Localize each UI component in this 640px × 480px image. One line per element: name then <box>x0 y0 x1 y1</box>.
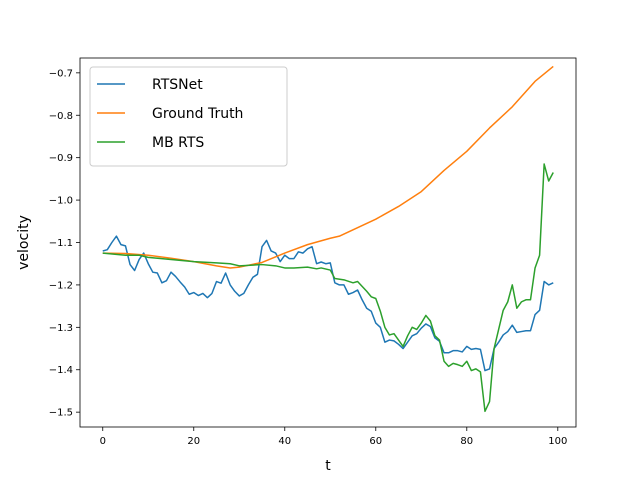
x-axis-label: t <box>325 458 331 474</box>
y-tick-label: −0.7 <box>49 68 73 79</box>
x-tick-label: 0 <box>100 436 106 447</box>
y-tick-label: −1.0 <box>49 196 73 207</box>
y-tick-label: −1.1 <box>49 238 73 249</box>
series-line-mb-rts <box>102 163 554 413</box>
x-tick-label: 100 <box>548 436 567 447</box>
legend-frame <box>89 66 288 167</box>
legend-label-mb-rts: MB RTS <box>152 135 204 151</box>
y-axis-ticks: −1.5 −1.4 −1.3 −1.2 −1.1 −1.0 −0.9 −0.8 −0.7 <box>49 68 80 419</box>
y-tick-label: −0.8 <box>49 111 73 122</box>
x-tick-label: 60 <box>369 436 382 447</box>
x-axis-ticks: 0 20 40 60 80 100 <box>100 427 567 447</box>
y-tick-label: −1.4 <box>49 365 73 376</box>
y-tick-label: −1.2 <box>49 280 73 291</box>
x-tick-label: 40 <box>278 436 291 447</box>
series-line-rtsnet <box>102 235 554 372</box>
y-axis-label: velocity <box>16 215 32 270</box>
legend-label-ground-truth: Ground Truth <box>152 106 243 122</box>
x-tick-label: 80 <box>460 436 473 447</box>
y-tick-label: −1.5 <box>49 408 73 419</box>
y-tick-label: −0.9 <box>49 153 73 164</box>
y-tick-label: −1.3 <box>49 323 73 334</box>
plot-area-frame <box>79 57 577 428</box>
legend-label-rtsnet: RTSNet <box>152 77 203 93</box>
x-tick-label: 20 <box>187 436 200 447</box>
legend: RTSNet Ground Truth MB RTS <box>89 66 288 167</box>
series-layer <box>102 65 554 413</box>
